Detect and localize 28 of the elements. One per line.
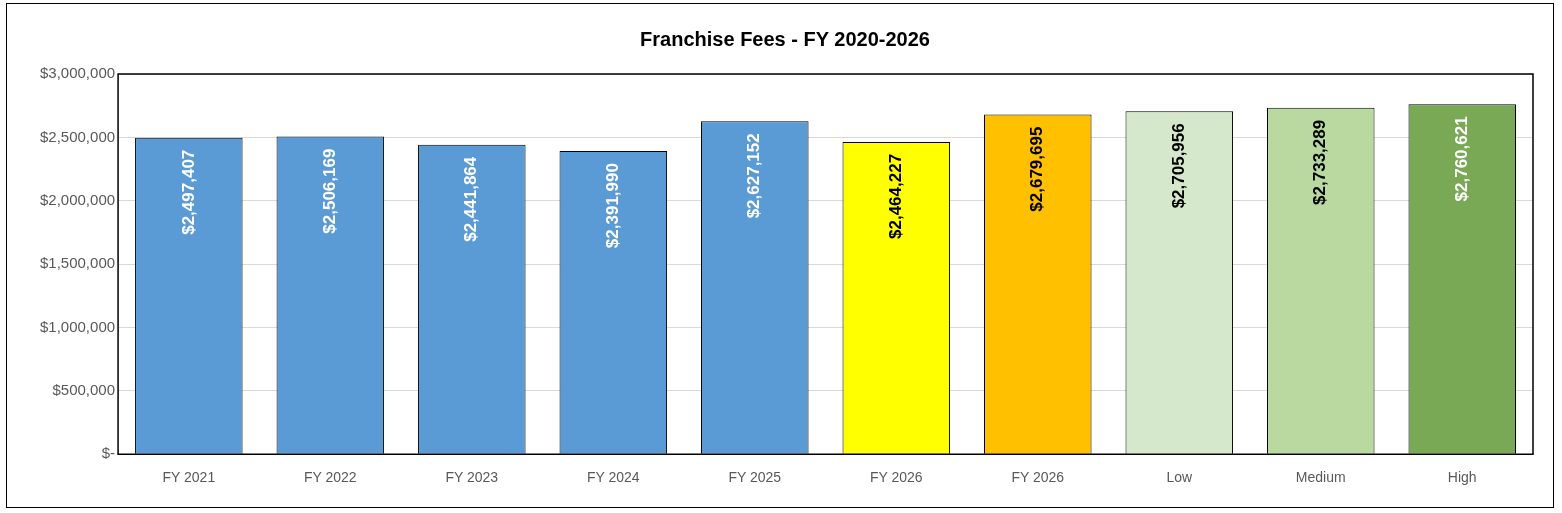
- x-tick-label: FY 2023: [445, 469, 499, 486]
- x-tick-label: FY 2021: [162, 469, 216, 486]
- y-tick-label: $1,500,000: [40, 254, 116, 272]
- data-label: $2,391,990: [602, 163, 622, 249]
- x-tick-label: FY 2024: [586, 469, 640, 486]
- data-label: $2,733,289: [1310, 119, 1330, 205]
- x-tick-label: FY 2026: [869, 469, 923, 486]
- y-tick-label: $2,000,000: [40, 190, 116, 208]
- x-tick-label: FY 2025: [728, 469, 782, 486]
- x-tick-label: FY 2022: [303, 469, 357, 486]
- y-tick-label: $1,000,000: [40, 317, 116, 335]
- x-tick-label: High: [1447, 469, 1477, 486]
- data-label: $2,705,956: [1168, 123, 1188, 209]
- data-label: $2,679,695: [1027, 126, 1047, 212]
- x-tick-label: FY 2026: [1011, 469, 1065, 486]
- data-label: $2,627,152: [744, 133, 764, 219]
- y-tick-label: $500,000: [52, 380, 116, 398]
- data-label: $2,441,864: [461, 156, 481, 242]
- data-label: $2,760,621: [1451, 116, 1471, 202]
- data-label: $2,506,169: [320, 148, 339, 234]
- x-tick-label: Low: [1166, 469, 1193, 486]
- data-label: $2,464,227: [885, 153, 905, 239]
- chart-title: Franchise Fees - FY 2020-2026: [640, 27, 930, 50]
- x-tick-label: Medium: [1295, 469, 1346, 486]
- y-tick-label: $3,000,000: [40, 64, 116, 82]
- y-tick-label: $2,500,000: [40, 127, 116, 145]
- data-label: $2,497,407: [178, 149, 198, 235]
- y-tick-label: $-: [101, 444, 116, 462]
